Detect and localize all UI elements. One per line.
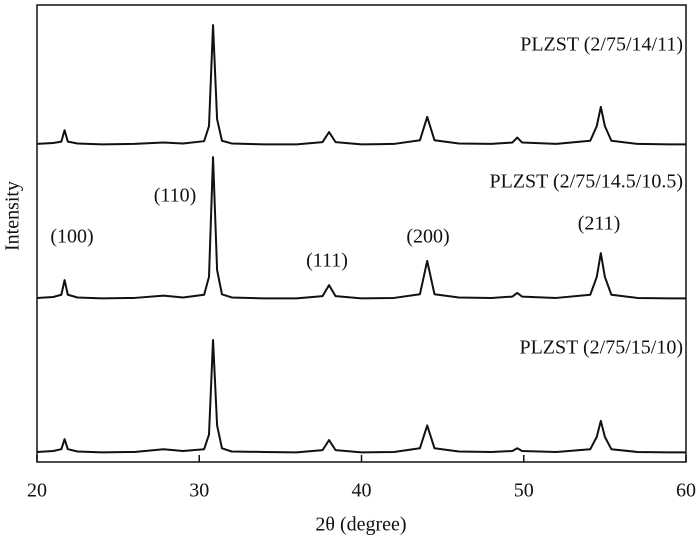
x-tick-label: 40 (352, 480, 372, 502)
series-line (36, 156, 686, 300)
x-tick-label: 50 (514, 480, 534, 502)
peak-label: (110) (154, 185, 197, 207)
series-label: PLZST (2/75/14/11) (520, 34, 683, 56)
y-axis-label: Intensity (2, 181, 24, 251)
peak-label: (211) (578, 213, 621, 235)
series-label: PLZST (2/75/15/10) (519, 337, 683, 359)
series-line (36, 338, 686, 454)
series-label: PLZST (2/75/14.5/10.5) (489, 171, 683, 193)
x-tick-label: 20 (27, 480, 47, 502)
peak-label: (100) (50, 226, 93, 248)
x-tick-label: 30 (189, 480, 209, 502)
series-line (36, 24, 686, 146)
x-tick-label: 60 (676, 480, 696, 502)
x-axis-label: 2θ (degree) (315, 514, 406, 536)
peak-label: (111) (306, 250, 348, 272)
peak-label: (200) (406, 226, 449, 248)
